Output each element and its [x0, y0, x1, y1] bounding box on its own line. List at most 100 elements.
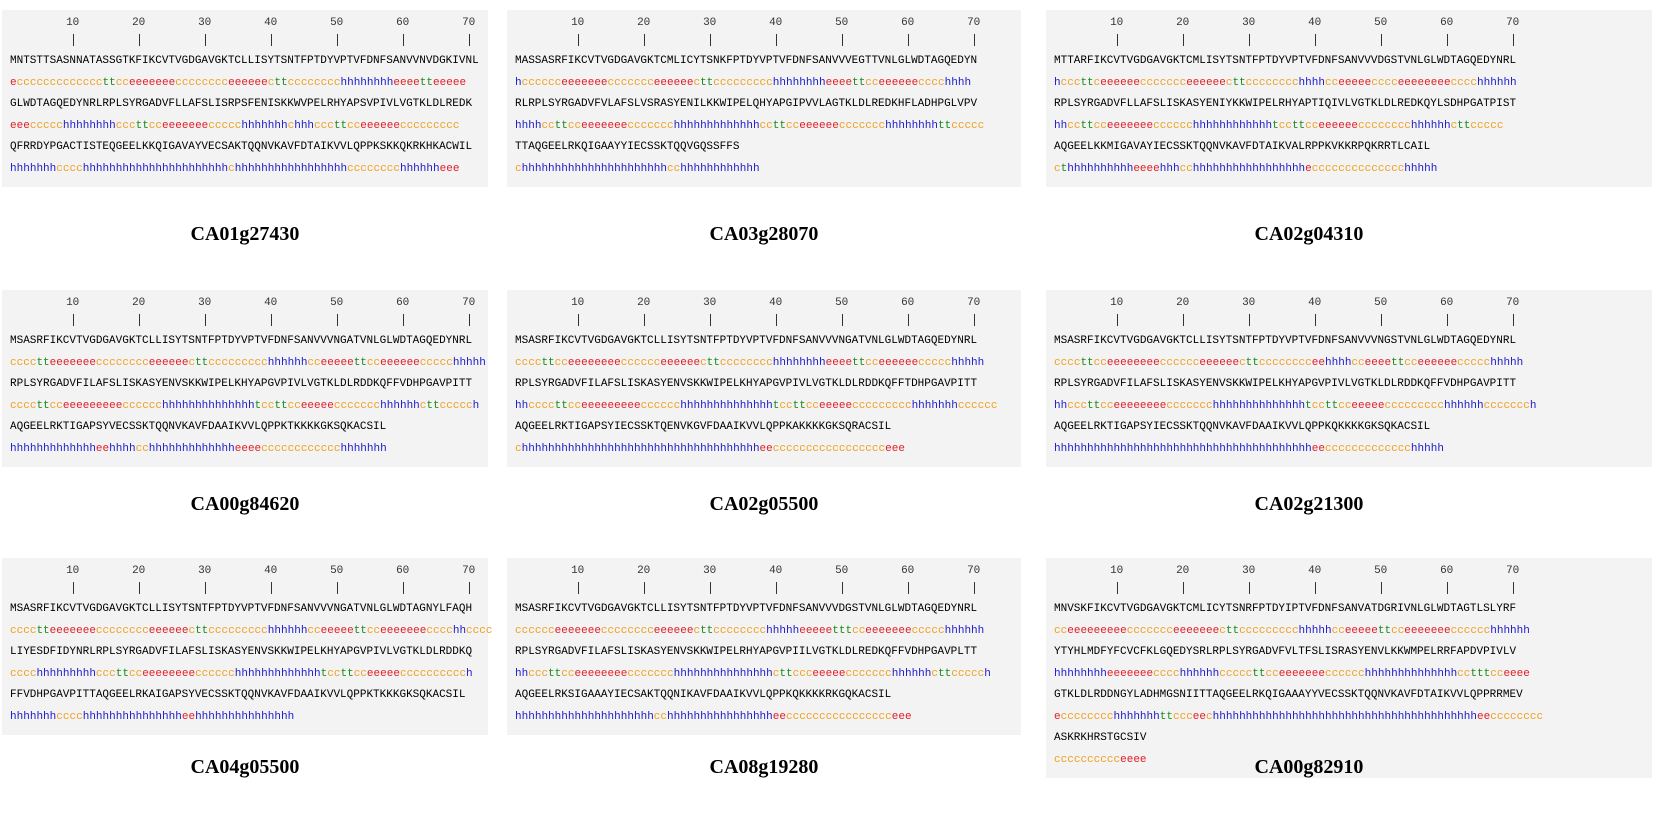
ruler-tick — [1314, 34, 1316, 46]
secondary-structure: ccccttcceeeeeeeecccccceeeeeecttcccccccce… — [1054, 356, 1524, 369]
ruler-tick — [907, 314, 909, 326]
ruler-tick — [336, 314, 338, 326]
ruler-tick — [577, 314, 579, 326]
ruler-number: 20 — [132, 565, 146, 577]
amino-acid-sequence: RPLSYRGADVFILAFSLISKASYENVSKKWIPELRHYAPG… — [515, 646, 978, 658]
secondary-structure: cccchhhhhhhhhcccttcceeeeeeeecccccchhhhhh… — [10, 667, 473, 680]
ruler-tick — [138, 314, 140, 326]
sequence-panel: 10 20 30 40 50 60 70 MNVSKFIKCVTVGDGAVGKTCMLICY… — [1046, 558, 1652, 778]
sequence-panel: 10 20 30 40 50 60 70 MSASRFIKCVTVGDGAVGKTCLLISY… — [507, 558, 1021, 735]
ruler-number: 40 — [1308, 17, 1322, 29]
ruler-number: 10 — [571, 297, 585, 309]
amino-acid-sequence: ASKRKHRSTGCSIV — [1054, 732, 1147, 744]
ruler-number: 40 — [1308, 565, 1322, 577]
ruler-number: 20 — [637, 565, 651, 577]
ruler-tick — [643, 34, 645, 46]
ruler-tick — [468, 582, 470, 594]
ruler-tick — [468, 314, 470, 326]
ruler-tick — [138, 34, 140, 46]
ruler-tick — [270, 34, 272, 46]
ruler-tick — [270, 314, 272, 326]
ruler-tick — [1380, 314, 1382, 326]
panel-label: CA01g27430 — [190, 223, 300, 245]
ruler-tick — [841, 582, 843, 594]
secondary-structure: chhhhhhhhhhhhhhhhhhhhhhhhhhhhhhhhhhhheec… — [515, 442, 905, 455]
ruler-number: 70 — [1506, 17, 1520, 29]
ruler-number: 40 — [769, 297, 783, 309]
amino-acid-sequence: GTKLDLRDDNGYLADHMGSNIITTAQGEELRKQIGAAAYY… — [1054, 689, 1523, 701]
ruler-number: 10 — [1110, 297, 1124, 309]
ruler-tick — [1314, 314, 1316, 326]
amino-acid-sequence: MNVSKFIKCVTVGDGAVGKTCMLICYTSNRFPTDYIPTVF… — [1054, 603, 1517, 615]
amino-acid-sequence: MSASRFIKCVTVGDGAVGKTCLLISYTSNTFPTDYVPTVF… — [10, 603, 473, 615]
secondary-structure: cccccccccceeee — [1054, 753, 1147, 766]
ruler-number: 70 — [1506, 297, 1520, 309]
sequence-panel: 10 20 30 40 50 60 70 MASSASRFIKCVTVGDGAVGKTCMLI… — [507, 10, 1021, 187]
secondary-structure: hhcccttcceeeeeeeeccccccchhhhhhhhhhhhhhtc… — [1054, 399, 1537, 412]
ruler-tick — [1512, 34, 1514, 46]
ruler-tick — [709, 34, 711, 46]
ruler-tick — [1116, 582, 1118, 594]
ruler-tick — [1446, 314, 1448, 326]
ruler-number: 10 — [571, 565, 585, 577]
ruler-tick — [1380, 582, 1382, 594]
ruler-tick — [643, 582, 645, 594]
amino-acid-sequence: MSASRFIKCVTVGDGAVGKTCLLISYTSNTFPTDYVPTVF… — [515, 603, 978, 615]
ruler-number: 10 — [571, 17, 585, 29]
ruler-number: 10 — [1110, 17, 1124, 29]
panel-label: CA02g21300 — [1254, 493, 1364, 515]
ruler-tick — [1248, 34, 1250, 46]
amino-acid-sequence: QFRRDYPGACTISTEQGEELKKQIGAVAYVECSAKTQQNV… — [10, 141, 473, 153]
amino-acid-sequence: AQGEELKKMIGAVAYIECSSKTQQNVKAVFDTAIKVALRP… — [1054, 141, 1431, 153]
secondary-structure: hhhhhhhheeeeeeecccchhhhhhcccccttcceeeeee… — [1054, 667, 1530, 680]
panel-label: CA00g82910 — [1254, 756, 1364, 778]
ruler-number: 50 — [330, 565, 344, 577]
secondary-structure: hcccttceeeeeeccccccceeeeeecttcccccccchhh… — [1054, 76, 1517, 89]
secondary-structure: hhccttcceeeeeeecccccchhhhhhhhhhhhtccttcc… — [1054, 119, 1504, 132]
ruler-number: 70 — [462, 297, 476, 309]
ruler-tick — [402, 582, 404, 594]
ruler-number: 10 — [66, 565, 80, 577]
secondary-structure: hhcccttcceeeeeeeeccccccchhhhhhhhhhhhhhhc… — [515, 667, 991, 680]
sequence-panel: 10 20 30 40 50 60 70 MSASRFIKCVTVGDGAVGKTCLLISY… — [1046, 290, 1652, 467]
ruler-number: 20 — [132, 297, 146, 309]
secondary-structure: hhhhhhhcccchhhhhhhhhhhhhhheehhhhhhhhhhhh… — [10, 710, 295, 723]
ruler-tick — [336, 582, 338, 594]
ruler-number: 40 — [769, 565, 783, 577]
ruler-tick — [402, 314, 404, 326]
ruler-tick — [1314, 582, 1316, 594]
ruler-tick — [1512, 314, 1514, 326]
ruler-number: 20 — [637, 297, 651, 309]
amino-acid-sequence: RLRPLSYRGADVFVLAFSLVSRASYENILKKWIPELQHYA… — [515, 98, 978, 110]
ruler-number: 60 — [1440, 297, 1454, 309]
ruler-number: 20 — [1176, 17, 1190, 29]
amino-acid-sequence: AQGEELRKTIGAPSYVECSSKTQQNVKAVFDAAIKVVLQP… — [10, 421, 387, 433]
panel-label: CA08g19280 — [709, 756, 819, 778]
ruler-number: 40 — [264, 17, 278, 29]
panel-label: CA02g05500 — [709, 493, 819, 515]
ruler-tick — [577, 582, 579, 594]
secondary-structure: cthhhhhhhhhheeeehhhcchhhhhhhhhhhhhhhhhec… — [1054, 162, 1438, 175]
secondary-structure: eeeccccchhhhhhhhcccttcceeeeeeeccccchhhhh… — [10, 119, 460, 132]
ruler-tick — [72, 314, 74, 326]
ruler-number: 30 — [1242, 565, 1256, 577]
ruler-tick — [402, 34, 404, 46]
ruler-tick — [1380, 34, 1382, 46]
ruler-tick — [1182, 582, 1184, 594]
ruler-tick — [1446, 582, 1448, 594]
amino-acid-sequence: MTTARFIKCVTVGDGAVGKTCMLISYTSNTFPTDYVPTVF… — [1054, 55, 1517, 67]
ruler-tick — [72, 582, 74, 594]
secondary-structure: hhhhhhhhhhhhhhhhhhhhhhhhhhhhhhhhhhhhhhhe… — [1054, 442, 1444, 455]
ruler-tick — [336, 34, 338, 46]
ruler-tick — [468, 34, 470, 46]
panel-label: CA04g05500 — [190, 756, 300, 778]
ruler-number: 60 — [901, 565, 915, 577]
ruler-number: 10 — [66, 17, 80, 29]
secondary-structure: ccccttcceeeeeeeecccccceeeeeecttcccccccch… — [515, 356, 985, 369]
sequence-panel: 10 20 30 40 50 60 70 MTTARFIKCVTVGDGAVGKTCMLISY… — [1046, 10, 1652, 187]
secondary-structure: hhhhhhhcccchhhhhhhhhhhhhhhhhhhhhhchhhhhh… — [10, 162, 460, 175]
ruler-number: 70 — [967, 17, 981, 29]
ruler-number: 50 — [835, 565, 849, 577]
ruler-number: 30 — [703, 565, 717, 577]
